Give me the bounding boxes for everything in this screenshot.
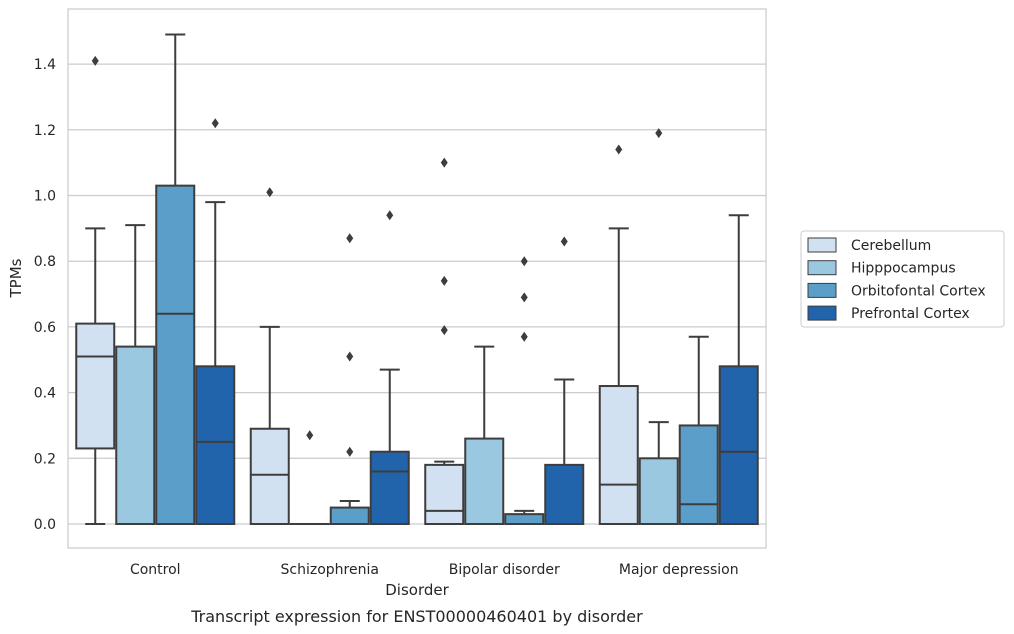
x-tick-label: Schizophrenia bbox=[281, 562, 379, 578]
x-tick-label: Bipolar disorder bbox=[449, 562, 560, 578]
box-2-1 bbox=[329, 233, 370, 526]
y-axis-label: TPMs bbox=[7, 258, 25, 298]
y-tick-label: 1.2 bbox=[34, 123, 56, 139]
y-tick-label: 0.0 bbox=[34, 517, 56, 533]
outlier-marker bbox=[386, 210, 394, 221]
y-axis-ticks: 0.0 0.2 0.4 0.6 0.8 1.0 1.2 1.4 bbox=[34, 57, 56, 533]
iqr-box bbox=[249, 427, 290, 525]
x-tick-label: Control bbox=[130, 562, 181, 578]
iqr-box bbox=[718, 365, 759, 525]
x-axis-ticks: Control Schizophrenia Bipolar disorder Majo… bbox=[130, 562, 739, 578]
outlier-marker bbox=[655, 128, 663, 139]
figure-caption: Transcript expression for ENST0000046040… bbox=[190, 607, 643, 626]
iqr-box bbox=[329, 506, 370, 526]
box-1-2 bbox=[464, 345, 505, 525]
x-axis-label: Disorder bbox=[385, 581, 449, 599]
y-tick-label: 1.0 bbox=[34, 189, 56, 205]
box-2-3 bbox=[678, 335, 719, 526]
legend: Cerebellum Hipppocampus Orbitofontal Corte… bbox=[800, 230, 1005, 328]
y-tick-label: 0.6 bbox=[34, 320, 56, 336]
box-0-0 bbox=[75, 55, 116, 525]
iqr-box bbox=[598, 385, 639, 525]
outlier-marker bbox=[560, 236, 568, 247]
iqr-box bbox=[678, 424, 719, 526]
legend-label: Prefrontal Cortex bbox=[851, 306, 970, 322]
y-tick-label: 0.4 bbox=[34, 386, 56, 402]
box-0-3 bbox=[598, 144, 639, 525]
iqr-box bbox=[504, 513, 545, 526]
legend-swatch bbox=[807, 282, 837, 298]
outlier-marker bbox=[615, 144, 623, 155]
outlier-marker bbox=[346, 233, 354, 244]
iqr-box bbox=[115, 345, 156, 525]
outlier-marker bbox=[306, 430, 314, 441]
iqr-box bbox=[369, 450, 410, 526]
legend-frame bbox=[800, 230, 1005, 328]
box-1-1 bbox=[289, 430, 330, 526]
outlier-marker bbox=[346, 446, 354, 457]
outlier-marker bbox=[266, 187, 274, 198]
outlier-marker bbox=[91, 55, 99, 66]
iqr-box bbox=[638, 457, 679, 525]
box-1-0 bbox=[115, 224, 156, 525]
box-plot-area bbox=[75, 33, 759, 526]
outlier-marker bbox=[440, 275, 448, 286]
iqr-box bbox=[195, 365, 236, 525]
iqr-box bbox=[155, 184, 196, 526]
box-0-2 bbox=[424, 157, 465, 525]
y-tick-label: 0.2 bbox=[34, 451, 56, 467]
iqr-box bbox=[424, 463, 465, 525]
legend-swatch bbox=[807, 237, 837, 253]
legend-swatch bbox=[807, 260, 837, 276]
outlier-marker bbox=[520, 256, 528, 267]
legend-label: Hipppocampus bbox=[851, 261, 956, 277]
outlier-marker bbox=[211, 118, 219, 129]
plot-frame bbox=[67, 8, 767, 549]
iqr-box bbox=[75, 322, 116, 450]
outlier-marker bbox=[346, 351, 354, 362]
y-tick-label: 0.8 bbox=[34, 254, 56, 270]
box-3-3 bbox=[718, 214, 759, 525]
box-2-2 bbox=[504, 256, 545, 526]
box-2-0 bbox=[155, 33, 196, 526]
iqr-box bbox=[464, 437, 505, 525]
box-3-1 bbox=[369, 210, 410, 526]
box-3-0 bbox=[195, 118, 236, 525]
y-tick-label: 1.4 bbox=[34, 57, 56, 73]
box-3-2 bbox=[544, 236, 585, 525]
box-0-1 bbox=[249, 187, 290, 525]
outlier-marker bbox=[520, 292, 528, 303]
x-tick-label: Major depression bbox=[619, 562, 739, 578]
outlier-marker bbox=[440, 157, 448, 168]
legend-label: Cerebellum bbox=[851, 238, 931, 254]
iqr-box bbox=[544, 463, 585, 525]
outlier-marker bbox=[440, 325, 448, 336]
outlier-marker bbox=[520, 331, 528, 342]
legend-label: Orbitofontal Cortex bbox=[851, 283, 986, 299]
legend-swatch bbox=[807, 305, 837, 321]
box-1-3 bbox=[638, 128, 679, 525]
